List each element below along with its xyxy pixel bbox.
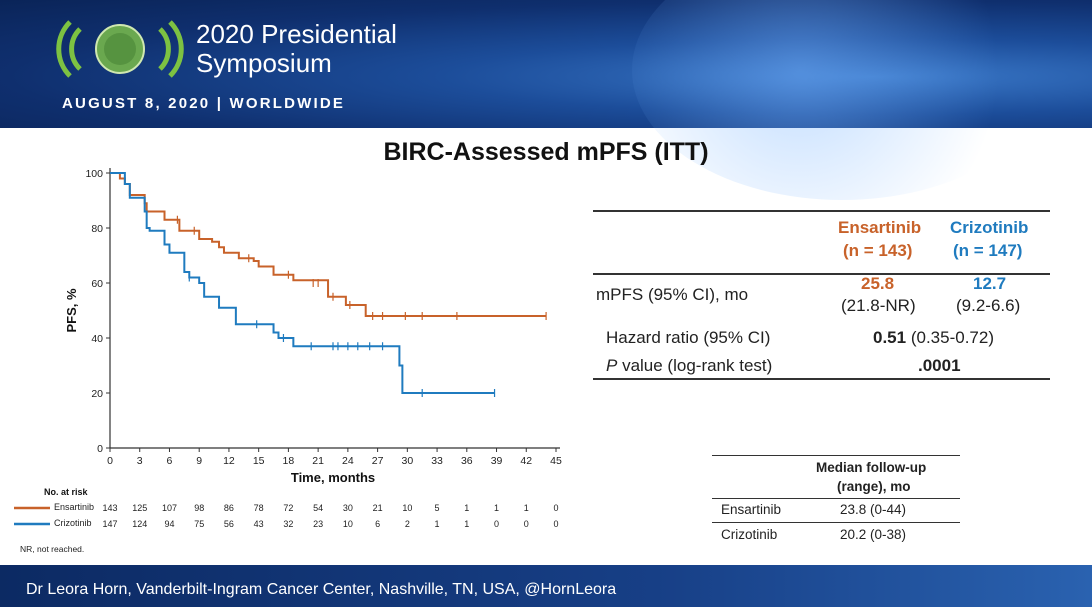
risk-value: 0 [524, 519, 529, 529]
hr-value: 0.51 [873, 328, 907, 347]
header-banner: 2020 Presidential Symposium AUGUST 8, 20… [0, 0, 1092, 200]
crizotinib-mpfs: 12.7 [973, 274, 1007, 293]
risk-table-title: No. at risk [44, 487, 89, 497]
crizotinib-ci: (9.2-6.6) [956, 296, 1021, 315]
risk-value: 0 [553, 503, 558, 513]
risk-value: 6 [375, 519, 380, 529]
followup-crizotinib-name: Crizotinib [721, 527, 778, 542]
risk-value: 86 [224, 503, 234, 513]
risk-value: 21 [373, 503, 383, 513]
y-tick-label: 40 [91, 333, 103, 345]
risk-row-label: Crizotinib [54, 518, 92, 528]
x-tick-label: 21 [312, 455, 324, 467]
globe-graphic [632, 0, 1052, 200]
title-line-1: 2020 Presidential [196, 19, 397, 49]
y-tick-label: 60 [91, 278, 103, 290]
followup-header-1: Median follow-up [816, 460, 927, 475]
x-tick-label: 6 [167, 455, 173, 467]
symposium-title: 2020 Presidential Symposium [196, 20, 397, 78]
y-tick-label: 0 [97, 443, 103, 455]
risk-value: 124 [132, 519, 147, 529]
risk-value: 107 [162, 503, 177, 513]
y-tick-label: 80 [91, 223, 103, 235]
followup-crizotinib-value: 20.2 (0-38) [840, 527, 907, 542]
risk-value: 72 [283, 503, 293, 513]
slide-title: BIRC-Assessed mPFS (ITT) [0, 138, 1092, 167]
risk-value: 0 [494, 519, 499, 529]
hr-value-group: 0.51 (0.35-0.72) [873, 328, 994, 348]
risk-value: 94 [164, 519, 174, 529]
hr-ci: (0.35-0.72) [910, 328, 994, 347]
risk-value: 147 [102, 519, 117, 529]
p-value: .0001 [918, 356, 961, 375]
risk-value: 0 [553, 519, 558, 529]
ensartinib-ci: (21.8-NR) [841, 296, 916, 315]
presenter-credit: Dr Leora Horn, Vanderbilt-Ingram Cancer … [26, 581, 617, 598]
risk-value: 1 [435, 519, 440, 529]
slide-title-text: BIRC-Assessed mPFS (ITT) [383, 138, 709, 166]
risk-value: 143 [102, 503, 117, 513]
title-line-2: Symposium [196, 48, 332, 78]
mpfs-label: mPFS (95% CI), mo [596, 285, 749, 304]
x-tick-label: 45 [550, 455, 562, 467]
col-crizotinib-n: (n = 147) [953, 241, 1023, 260]
x-tick-label: 0 [107, 455, 113, 467]
risk-value: 1 [494, 503, 499, 513]
col-ensartinib-name: Ensartinib [838, 218, 922, 237]
followup-ensartinib-value: 23.8 (0-44) [840, 502, 907, 517]
risk-value: 32 [283, 519, 293, 529]
risk-value: 2 [405, 519, 410, 529]
km-curve-crizotinib [110, 172, 495, 394]
followup-ensartinib-name: Ensartinib [721, 502, 782, 517]
y-tick-label: 20 [91, 388, 103, 400]
risk-value: 5 [435, 503, 440, 513]
risk-value: 10 [343, 519, 353, 529]
x-tick-label: 3 [137, 455, 143, 467]
followup-header-2: (range), mo [837, 479, 911, 494]
risk-value: 43 [254, 519, 264, 529]
hr-label: Hazard ratio (95% CI) [606, 328, 771, 347]
x-tick-label: 42 [520, 455, 532, 467]
km-curve-ensartinib [110, 172, 547, 317]
x-tick-label: 39 [491, 455, 503, 467]
footer-banner: Dr Leora Horn, Vanderbilt-Ingram Cancer … [0, 565, 1092, 607]
risk-value: 23 [313, 519, 323, 529]
y-axis-label: PFS, % [64, 288, 79, 333]
x-tick-label: 18 [283, 455, 295, 467]
risk-value: 1 [524, 503, 529, 513]
risk-value: 75 [194, 519, 204, 529]
x-tick-label: 27 [372, 455, 384, 467]
risk-value: 10 [402, 503, 412, 513]
risk-value: 125 [132, 503, 147, 513]
risk-value: 98 [194, 503, 204, 513]
x-tick-label: 12 [223, 455, 235, 467]
p-label-rest: value (log-rank test) [617, 356, 773, 375]
footnote: NR, not reached. [20, 544, 84, 554]
event-date: AUGUST 8, 2020 | WORLDWIDE [62, 95, 346, 112]
p-label: P value (log-rank test) [606, 356, 772, 376]
risk-row-label: Ensartinib [54, 502, 94, 512]
x-tick-label: 24 [342, 455, 354, 467]
risk-value: 56 [224, 519, 234, 529]
risk-value: 1 [464, 519, 469, 529]
risk-value: 30 [343, 503, 353, 513]
risk-value: 78 [254, 503, 264, 513]
symposium-logo [56, 20, 184, 78]
x-tick-label: 15 [253, 455, 265, 467]
y-tick-label: 100 [85, 168, 103, 180]
ensartinib-mpfs: 25.8 [861, 274, 895, 293]
p-italic: P [606, 356, 618, 375]
x-tick-label: 30 [401, 455, 413, 467]
x-tick-label: 9 [196, 455, 202, 467]
x-axis-label: Time, months [291, 470, 375, 485]
x-tick-label: 36 [461, 455, 473, 467]
risk-value: 54 [313, 503, 323, 513]
col-crizotinib-name: Crizotinib [950, 218, 1029, 237]
col-ensartinib-n: (n = 143) [843, 241, 913, 260]
risk-value: 1 [464, 503, 469, 513]
x-tick-label: 33 [431, 455, 443, 467]
